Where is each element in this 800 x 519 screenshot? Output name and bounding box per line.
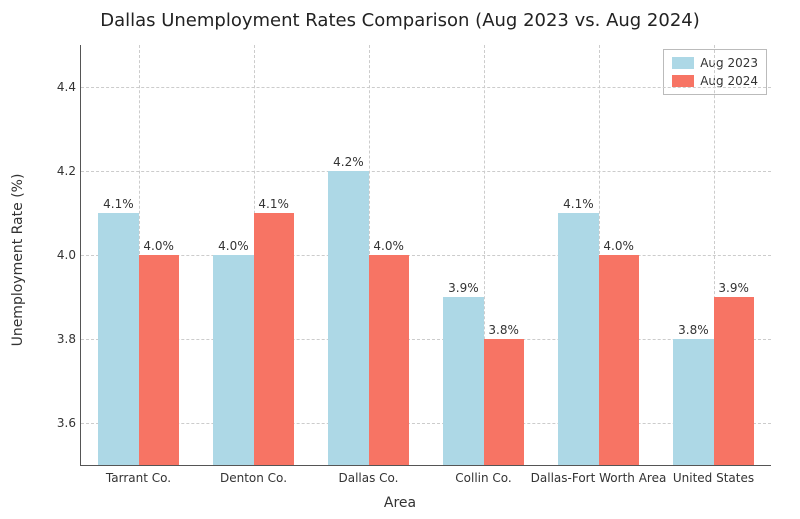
legend-swatch xyxy=(672,57,694,69)
grid-line-horizontal xyxy=(81,255,771,256)
bar xyxy=(443,297,483,465)
bar-value-label: 4.1% xyxy=(563,197,594,211)
y-tick-label: 4.4 xyxy=(16,80,76,94)
bar xyxy=(673,339,713,465)
x-tick-label: Tarrant Co. xyxy=(106,471,171,485)
bar xyxy=(369,255,409,465)
y-tick-label: 4.0 xyxy=(16,248,76,262)
bar xyxy=(98,213,138,465)
plot-area: Aug 2023Aug 2024 Tarrant Co.4.1%4.0%Dent… xyxy=(80,45,771,466)
bar xyxy=(254,213,294,465)
bar xyxy=(558,213,598,465)
x-tick-label: Dallas Co. xyxy=(338,471,398,485)
chart-container: Dallas Unemployment Rates Comparison (Au… xyxy=(0,0,800,519)
legend: Aug 2023Aug 2024 xyxy=(663,49,767,95)
bar-value-label: 3.8% xyxy=(678,323,709,337)
bar-value-label: 4.1% xyxy=(258,197,289,211)
y-tick-label: 3.6 xyxy=(16,416,76,430)
bar-value-label: 4.1% xyxy=(103,197,134,211)
grid-line-horizontal xyxy=(81,171,771,172)
x-tick-label: Collin Co. xyxy=(455,471,511,485)
bar xyxy=(599,255,639,465)
bar xyxy=(484,339,524,465)
y-tick-label: 4.2 xyxy=(16,164,76,178)
bar-value-label: 3.9% xyxy=(448,281,479,295)
grid-line-horizontal xyxy=(81,339,771,340)
bar xyxy=(714,297,754,465)
bar-value-label: 4.0% xyxy=(143,239,174,253)
x-tick-label: United States xyxy=(673,471,754,485)
legend-swatch xyxy=(672,75,694,87)
grid-line-horizontal xyxy=(81,87,771,88)
bar-value-label: 3.9% xyxy=(718,281,749,295)
bar-value-label: 4.0% xyxy=(373,239,404,253)
bar xyxy=(328,171,368,465)
grid-line-horizontal xyxy=(81,423,771,424)
bar-value-label: 4.0% xyxy=(603,239,634,253)
y-axis-tick-labels: 3.6 3.8 4.0 4.2 4.4 xyxy=(0,45,80,465)
legend-item: Aug 2023 xyxy=(672,54,758,72)
bar xyxy=(213,255,253,465)
chart-title: Dallas Unemployment Rates Comparison (Au… xyxy=(0,10,800,31)
x-tick-label: Denton Co. xyxy=(220,471,287,485)
bar-value-label: 4.0% xyxy=(218,239,249,253)
x-axis-label: Area xyxy=(0,495,800,511)
bar-value-label: 4.2% xyxy=(333,155,364,169)
bar-value-label: 3.8% xyxy=(488,323,519,337)
y-tick-label: 3.8 xyxy=(16,332,76,346)
bar xyxy=(139,255,179,465)
x-tick-label: Dallas-Fort Worth Area xyxy=(531,471,667,485)
legend-label: Aug 2023 xyxy=(700,54,758,72)
